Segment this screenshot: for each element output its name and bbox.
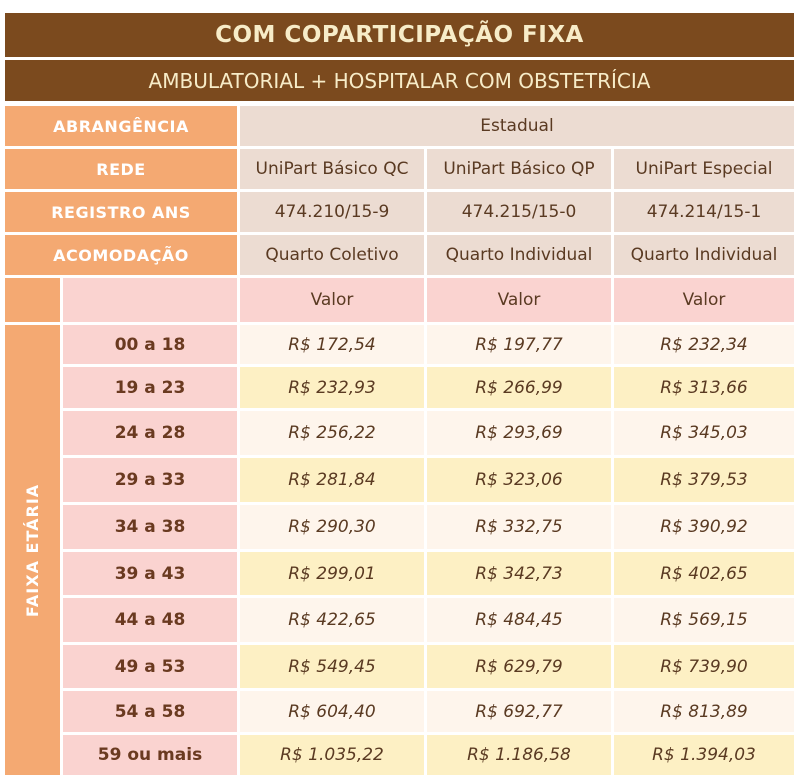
age-range: 39 a 43 <box>63 552 237 595</box>
faixa-etaria-label: FAIXA ETÁRIA <box>5 325 60 775</box>
faixa-header-cell <box>5 278 60 322</box>
rede-label: REDE <box>5 149 237 189</box>
price-cell: R$ 232,34 <box>614 325 794 364</box>
table-row: 44 a 48 R$ 422,65 R$ 484,45 R$ 569,15 <box>63 598 794 642</box>
registro-value: 474.215/15-0 <box>427 192 611 232</box>
price-cell: R$ 1.186,58 <box>427 735 611 775</box>
price-cell: R$ 172,54 <box>240 325 424 364</box>
table-title: COM COPARTICIPAÇÃO FIXA <box>5 13 794 57</box>
table-row: 19 a 23 R$ 232,93 R$ 266,99 R$ 313,66 <box>63 367 794 408</box>
valor-header: Valor <box>240 278 424 322</box>
price-cell: R$ 402,65 <box>614 552 794 595</box>
age-range: 29 a 33 <box>63 458 237 502</box>
price-cell: R$ 290,30 <box>240 505 424 549</box>
price-cell: R$ 390,92 <box>614 505 794 549</box>
table-row: 34 a 38 R$ 290,30 R$ 332,75 R$ 390,92 <box>63 505 794 549</box>
table-row: 24 a 28 R$ 256,22 R$ 293,69 R$ 345,03 <box>63 411 794 455</box>
valor-header-row: Valor Valor Valor <box>5 278 794 322</box>
price-cell: R$ 266,99 <box>427 367 611 408</box>
acomodacao-value: Quarto Individual <box>614 235 794 275</box>
price-cell: R$ 379,53 <box>614 458 794 502</box>
valor-header: Valor <box>427 278 611 322</box>
price-cell: R$ 332,75 <box>427 505 611 549</box>
rede-value: UniPart Básico QC <box>240 149 424 189</box>
age-range: 44 a 48 <box>63 598 237 642</box>
rede-value: UniPart Especial <box>614 149 794 189</box>
abrangencia-value: Estadual <box>240 106 794 146</box>
price-cell: R$ 629,79 <box>427 645 611 688</box>
price-cell: R$ 484,45 <box>427 598 611 642</box>
table-row: 59 ou mais R$ 1.035,22 R$ 1.186,58 R$ 1.… <box>63 735 794 775</box>
table-row: 00 a 18 R$ 172,54 R$ 197,77 R$ 232,34 <box>63 325 794 364</box>
abrangencia-label: ABRANGÊNCIA <box>5 106 237 146</box>
price-cell: R$ 549,45 <box>240 645 424 688</box>
age-range: 00 a 18 <box>63 325 237 364</box>
table-row: 54 a 58 R$ 604,40 R$ 692,77 R$ 813,89 <box>63 691 794 732</box>
price-cell: R$ 256,22 <box>240 411 424 455</box>
table-row: 29 a 33 R$ 281,84 R$ 323,06 R$ 379,53 <box>63 458 794 502</box>
valor-header: Valor <box>614 278 794 322</box>
price-cell: R$ 313,66 <box>614 367 794 408</box>
price-cell: R$ 813,89 <box>614 691 794 732</box>
price-cell: R$ 739,90 <box>614 645 794 688</box>
abrangencia-row: ABRANGÊNCIA Estadual <box>5 106 794 146</box>
price-cell: R$ 422,65 <box>240 598 424 642</box>
registro-label: REGISTRO ANS <box>5 192 237 232</box>
acomodacao-row: ACOMODAÇÃO Quarto Coletivo Quarto Indivi… <box>5 235 794 275</box>
price-cell: R$ 323,06 <box>427 458 611 502</box>
acomodacao-label: ACOMODAÇÃO <box>5 235 237 275</box>
age-header-cell <box>63 278 237 322</box>
age-range: 59 ou mais <box>63 735 237 775</box>
price-cell: R$ 197,77 <box>427 325 611 364</box>
table-row: 39 a 43 R$ 299,01 R$ 342,73 R$ 402,65 <box>63 552 794 595</box>
table-row: 49 a 53 R$ 549,45 R$ 629,79 R$ 739,90 <box>63 645 794 688</box>
age-range: 19 a 23 <box>63 367 237 408</box>
price-cell: R$ 232,93 <box>240 367 424 408</box>
age-range: 54 a 58 <box>63 691 237 732</box>
price-cell: R$ 281,84 <box>240 458 424 502</box>
age-range: 34 a 38 <box>63 505 237 549</box>
acomodacao-value: Quarto Coletivo <box>240 235 424 275</box>
age-range: 24 a 28 <box>63 411 237 455</box>
acomodacao-value: Quarto Individual <box>427 235 611 275</box>
age-range: 49 a 53 <box>63 645 237 688</box>
registro-row: REGISTRO ANS 474.210/15-9 474.215/15-0 4… <box>5 192 794 232</box>
price-cell: R$ 604,40 <box>240 691 424 732</box>
rede-row: REDE UniPart Básico QC UniPart Básico QP… <box>5 149 794 189</box>
price-cell: R$ 692,77 <box>427 691 611 732</box>
registro-value: 474.214/15-1 <box>614 192 794 232</box>
price-cell: R$ 1.394,03 <box>614 735 794 775</box>
price-cell: R$ 342,73 <box>427 552 611 595</box>
price-cell: R$ 569,15 <box>614 598 794 642</box>
rede-value: UniPart Básico QP <box>427 149 611 189</box>
faixa-etaria-text: FAIXA ETÁRIA <box>23 483 43 617</box>
price-cell: R$ 345,03 <box>614 411 794 455</box>
price-cell: R$ 293,69 <box>427 411 611 455</box>
price-cell: R$ 1.035,22 <box>240 735 424 775</box>
registro-value: 474.210/15-9 <box>240 192 424 232</box>
table-subtitle: AMBULATORIAL + HOSPITALAR COM OBSTETRÍCI… <box>5 60 794 101</box>
price-cell: R$ 299,01 <box>240 552 424 595</box>
